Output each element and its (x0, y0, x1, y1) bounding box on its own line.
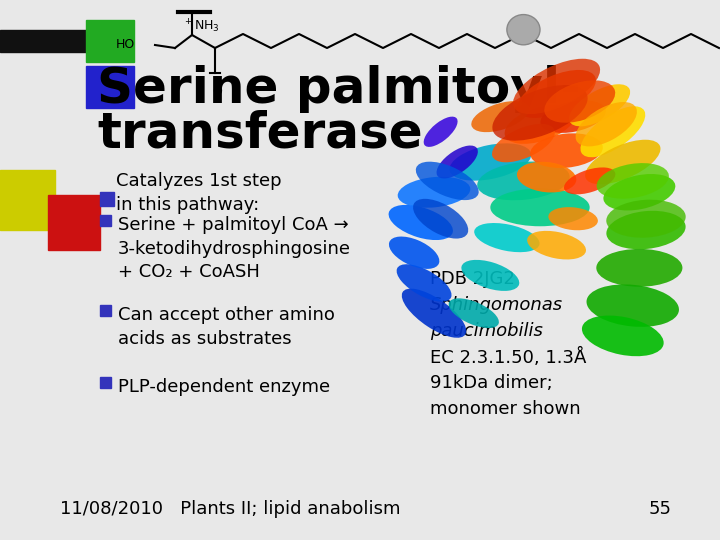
Ellipse shape (389, 205, 453, 240)
Ellipse shape (397, 177, 470, 208)
Ellipse shape (575, 102, 637, 146)
Bar (86, 66, 134, 108)
Ellipse shape (389, 237, 439, 269)
Bar (0, 30, 130, 52)
Text: 55: 55 (649, 500, 672, 518)
Text: monomer shown: monomer shown (430, 400, 580, 418)
Ellipse shape (541, 100, 606, 133)
Ellipse shape (606, 200, 685, 238)
Ellipse shape (423, 117, 458, 147)
Ellipse shape (490, 188, 590, 226)
Bar (0, 170, 55, 230)
Text: Serine + palmitoyl CoA →
3-ketodihydrosphingosine
+ CO₂ + CoASH: Serine + palmitoyl CoA → 3-ketodihydrosp… (118, 216, 351, 281)
Ellipse shape (472, 101, 529, 132)
Ellipse shape (474, 223, 539, 252)
Ellipse shape (597, 163, 669, 199)
Ellipse shape (449, 143, 531, 181)
Bar (100, 215, 111, 226)
Text: 11/08/2010   Plants II; lipid anabolism: 11/08/2010 Plants II; lipid anabolism (60, 500, 400, 518)
Text: $^+$NH$_3$: $^+$NH$_3$ (183, 18, 220, 36)
Ellipse shape (569, 84, 630, 126)
Text: 91kDa dimer;: 91kDa dimer; (430, 374, 553, 392)
Ellipse shape (530, 133, 603, 168)
Ellipse shape (517, 70, 596, 118)
Ellipse shape (544, 80, 615, 123)
Text: O: O (212, 85, 222, 98)
Ellipse shape (397, 264, 451, 302)
Text: HO: HO (116, 38, 135, 51)
Ellipse shape (416, 161, 479, 200)
Bar (100, 377, 111, 388)
Ellipse shape (582, 315, 664, 356)
Ellipse shape (449, 298, 499, 328)
Text: Can accept other amino
acids as substrates: Can accept other amino acids as substrat… (118, 306, 335, 348)
Ellipse shape (507, 15, 540, 45)
Ellipse shape (585, 140, 660, 184)
Ellipse shape (513, 59, 600, 114)
Ellipse shape (477, 161, 570, 200)
Ellipse shape (606, 211, 685, 249)
Text: transferase: transferase (97, 110, 423, 158)
Ellipse shape (596, 249, 683, 287)
Ellipse shape (564, 167, 616, 194)
Ellipse shape (492, 124, 555, 163)
Ellipse shape (462, 260, 519, 291)
Ellipse shape (580, 106, 645, 157)
Text: PDB 2JG2: PDB 2JG2 (430, 270, 515, 288)
Bar (86, 20, 134, 62)
Text: paucimobilis: paucimobilis (430, 322, 543, 340)
Bar (100, 305, 111, 316)
Text: Catalyzes 1st step
in this pathway:: Catalyzes 1st step in this pathway: (116, 172, 282, 214)
Ellipse shape (505, 105, 575, 144)
Text: EC 2.3.1.50, 1.3Å: EC 2.3.1.50, 1.3Å (430, 348, 586, 367)
Ellipse shape (402, 288, 467, 338)
Ellipse shape (413, 199, 468, 239)
Ellipse shape (436, 145, 478, 179)
Ellipse shape (492, 85, 588, 140)
Text: Serine palmitoyl-: Serine palmitoyl- (97, 65, 581, 113)
Ellipse shape (587, 285, 679, 327)
Bar (100, 192, 114, 206)
Ellipse shape (527, 231, 586, 259)
Ellipse shape (603, 174, 675, 211)
Ellipse shape (517, 162, 576, 192)
Ellipse shape (549, 207, 598, 230)
Text: PLP-dependent enzyme: PLP-dependent enzyme (118, 378, 330, 396)
Bar (48, 195, 100, 250)
Text: Sphingomonas: Sphingomonas (430, 296, 563, 314)
